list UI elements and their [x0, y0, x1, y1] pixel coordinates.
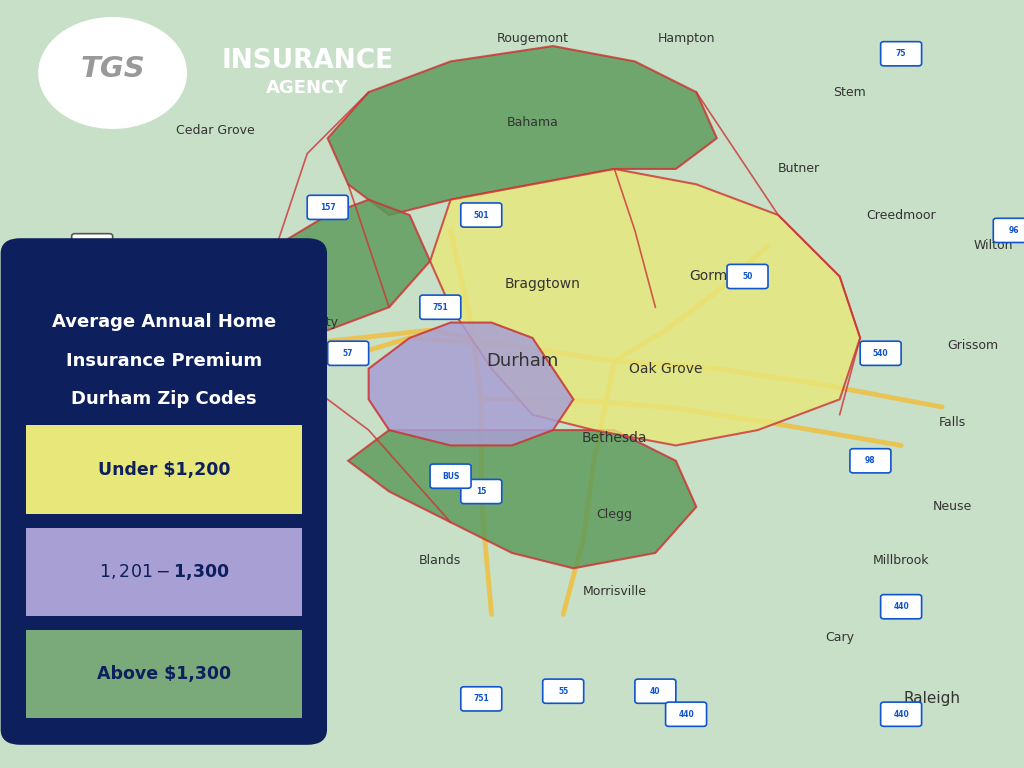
- Text: 15: 15: [476, 487, 486, 496]
- Text: Butner: Butner: [777, 163, 820, 175]
- Text: 57: 57: [343, 349, 353, 358]
- Text: Morrisville: Morrisville: [583, 585, 646, 598]
- Text: Hillsborough: Hillsborough: [176, 270, 254, 283]
- Text: BUS: BUS: [442, 472, 459, 481]
- FancyBboxPatch shape: [850, 449, 891, 473]
- Circle shape: [39, 18, 186, 128]
- FancyBboxPatch shape: [666, 702, 707, 727]
- Text: 8: 8: [79, 456, 85, 465]
- Text: 501: 501: [473, 210, 489, 220]
- Text: 540: 540: [872, 349, 889, 358]
- Text: Gorman: Gorman: [689, 270, 744, 283]
- Text: Bynum: Bynum: [153, 723, 196, 736]
- Text: TGS: TGS: [80, 55, 145, 83]
- Text: elds: elds: [19, 409, 42, 420]
- Text: Clegg: Clegg: [596, 508, 633, 521]
- Polygon shape: [430, 169, 860, 445]
- Polygon shape: [348, 430, 696, 568]
- Text: ington: ington: [259, 670, 294, 681]
- Text: Oak Grove: Oak Grove: [629, 362, 702, 376]
- Text: INSURANCE: INSURANCE: [221, 48, 393, 74]
- Text: 440: 440: [893, 710, 909, 719]
- Text: 40: 40: [67, 425, 77, 435]
- FancyBboxPatch shape: [205, 287, 246, 312]
- Text: Braggtown: Braggtown: [505, 277, 581, 291]
- FancyBboxPatch shape: [635, 679, 676, 703]
- Text: University: University: [275, 316, 339, 329]
- Text: Cedar Grove: Cedar Grove: [176, 124, 254, 137]
- Text: 98: 98: [865, 456, 876, 465]
- Text: Bethesda: Bethesda: [582, 431, 647, 445]
- FancyBboxPatch shape: [26, 425, 302, 514]
- Text: 751: 751: [473, 694, 489, 703]
- Text: Hampton: Hampton: [657, 32, 715, 45]
- FancyBboxPatch shape: [26, 528, 302, 616]
- Text: 50: 50: [742, 272, 753, 281]
- Text: 75: 75: [896, 49, 906, 58]
- Text: Neuse: Neuse: [933, 501, 972, 513]
- Text: $1,201-$1,300: $1,201-$1,300: [98, 561, 229, 582]
- Text: 440: 440: [893, 602, 909, 611]
- FancyBboxPatch shape: [860, 341, 901, 366]
- FancyBboxPatch shape: [727, 264, 768, 289]
- Text: ood: ood: [236, 532, 256, 543]
- Text: Raleigh: Raleigh: [903, 691, 961, 707]
- FancyBboxPatch shape: [461, 687, 502, 711]
- Text: Cary: Cary: [825, 631, 854, 644]
- Text: Stem: Stem: [834, 86, 866, 98]
- Text: 157: 157: [319, 203, 336, 212]
- FancyBboxPatch shape: [543, 679, 584, 703]
- FancyBboxPatch shape: [328, 341, 369, 366]
- Polygon shape: [276, 200, 430, 330]
- FancyBboxPatch shape: [26, 514, 302, 528]
- FancyBboxPatch shape: [26, 616, 302, 630]
- Text: Millbrook: Millbrook: [872, 554, 930, 567]
- Text: 119: 119: [84, 241, 100, 250]
- Text: Insurance Premium: Insurance Premium: [66, 352, 262, 369]
- Text: Above $1,300: Above $1,300: [97, 665, 230, 683]
- FancyBboxPatch shape: [154, 272, 195, 296]
- FancyBboxPatch shape: [461, 203, 502, 227]
- Text: Under $1,200: Under $1,200: [97, 461, 230, 478]
- FancyBboxPatch shape: [430, 464, 471, 488]
- FancyBboxPatch shape: [881, 594, 922, 619]
- Text: 40: 40: [650, 687, 660, 696]
- Text: Blands: Blands: [419, 554, 462, 567]
- FancyBboxPatch shape: [881, 702, 922, 727]
- Text: AGENCY: AGENCY: [266, 79, 348, 98]
- FancyBboxPatch shape: [2, 240, 326, 743]
- Text: 96: 96: [1009, 226, 1019, 235]
- Text: les: les: [238, 563, 254, 574]
- Text: 40: 40: [169, 280, 179, 289]
- Text: Durham: Durham: [486, 352, 558, 370]
- FancyBboxPatch shape: [51, 418, 92, 442]
- Text: Chapel Hill: Chapel Hill: [237, 455, 296, 466]
- FancyBboxPatch shape: [420, 295, 461, 319]
- Text: Falls: Falls: [939, 416, 966, 429]
- Text: Grissom: Grissom: [947, 339, 998, 352]
- Text: Rougemont: Rougemont: [497, 32, 568, 45]
- Polygon shape: [328, 46, 717, 215]
- Text: Bahama: Bahama: [507, 117, 558, 129]
- Text: Wilton: Wilton: [974, 240, 1013, 252]
- FancyBboxPatch shape: [72, 233, 113, 258]
- FancyBboxPatch shape: [881, 41, 922, 66]
- Text: 55: 55: [558, 687, 568, 696]
- Text: 440: 440: [678, 710, 694, 719]
- Text: Mebane: Mebane: [27, 324, 76, 336]
- Text: Durham Zip Codes: Durham Zip Codes: [71, 389, 257, 408]
- FancyBboxPatch shape: [26, 630, 302, 718]
- Text: Average Annual Home: Average Annual Home: [52, 313, 275, 332]
- Polygon shape: [369, 323, 573, 445]
- FancyBboxPatch shape: [461, 479, 502, 504]
- FancyBboxPatch shape: [61, 449, 102, 473]
- Text: pel Hill: pel Hill: [247, 486, 286, 497]
- FancyBboxPatch shape: [993, 218, 1024, 243]
- FancyBboxPatch shape: [307, 195, 348, 220]
- Text: 751: 751: [432, 303, 449, 312]
- Text: 85: 85: [220, 295, 230, 304]
- Text: Creedmoor: Creedmoor: [866, 209, 936, 221]
